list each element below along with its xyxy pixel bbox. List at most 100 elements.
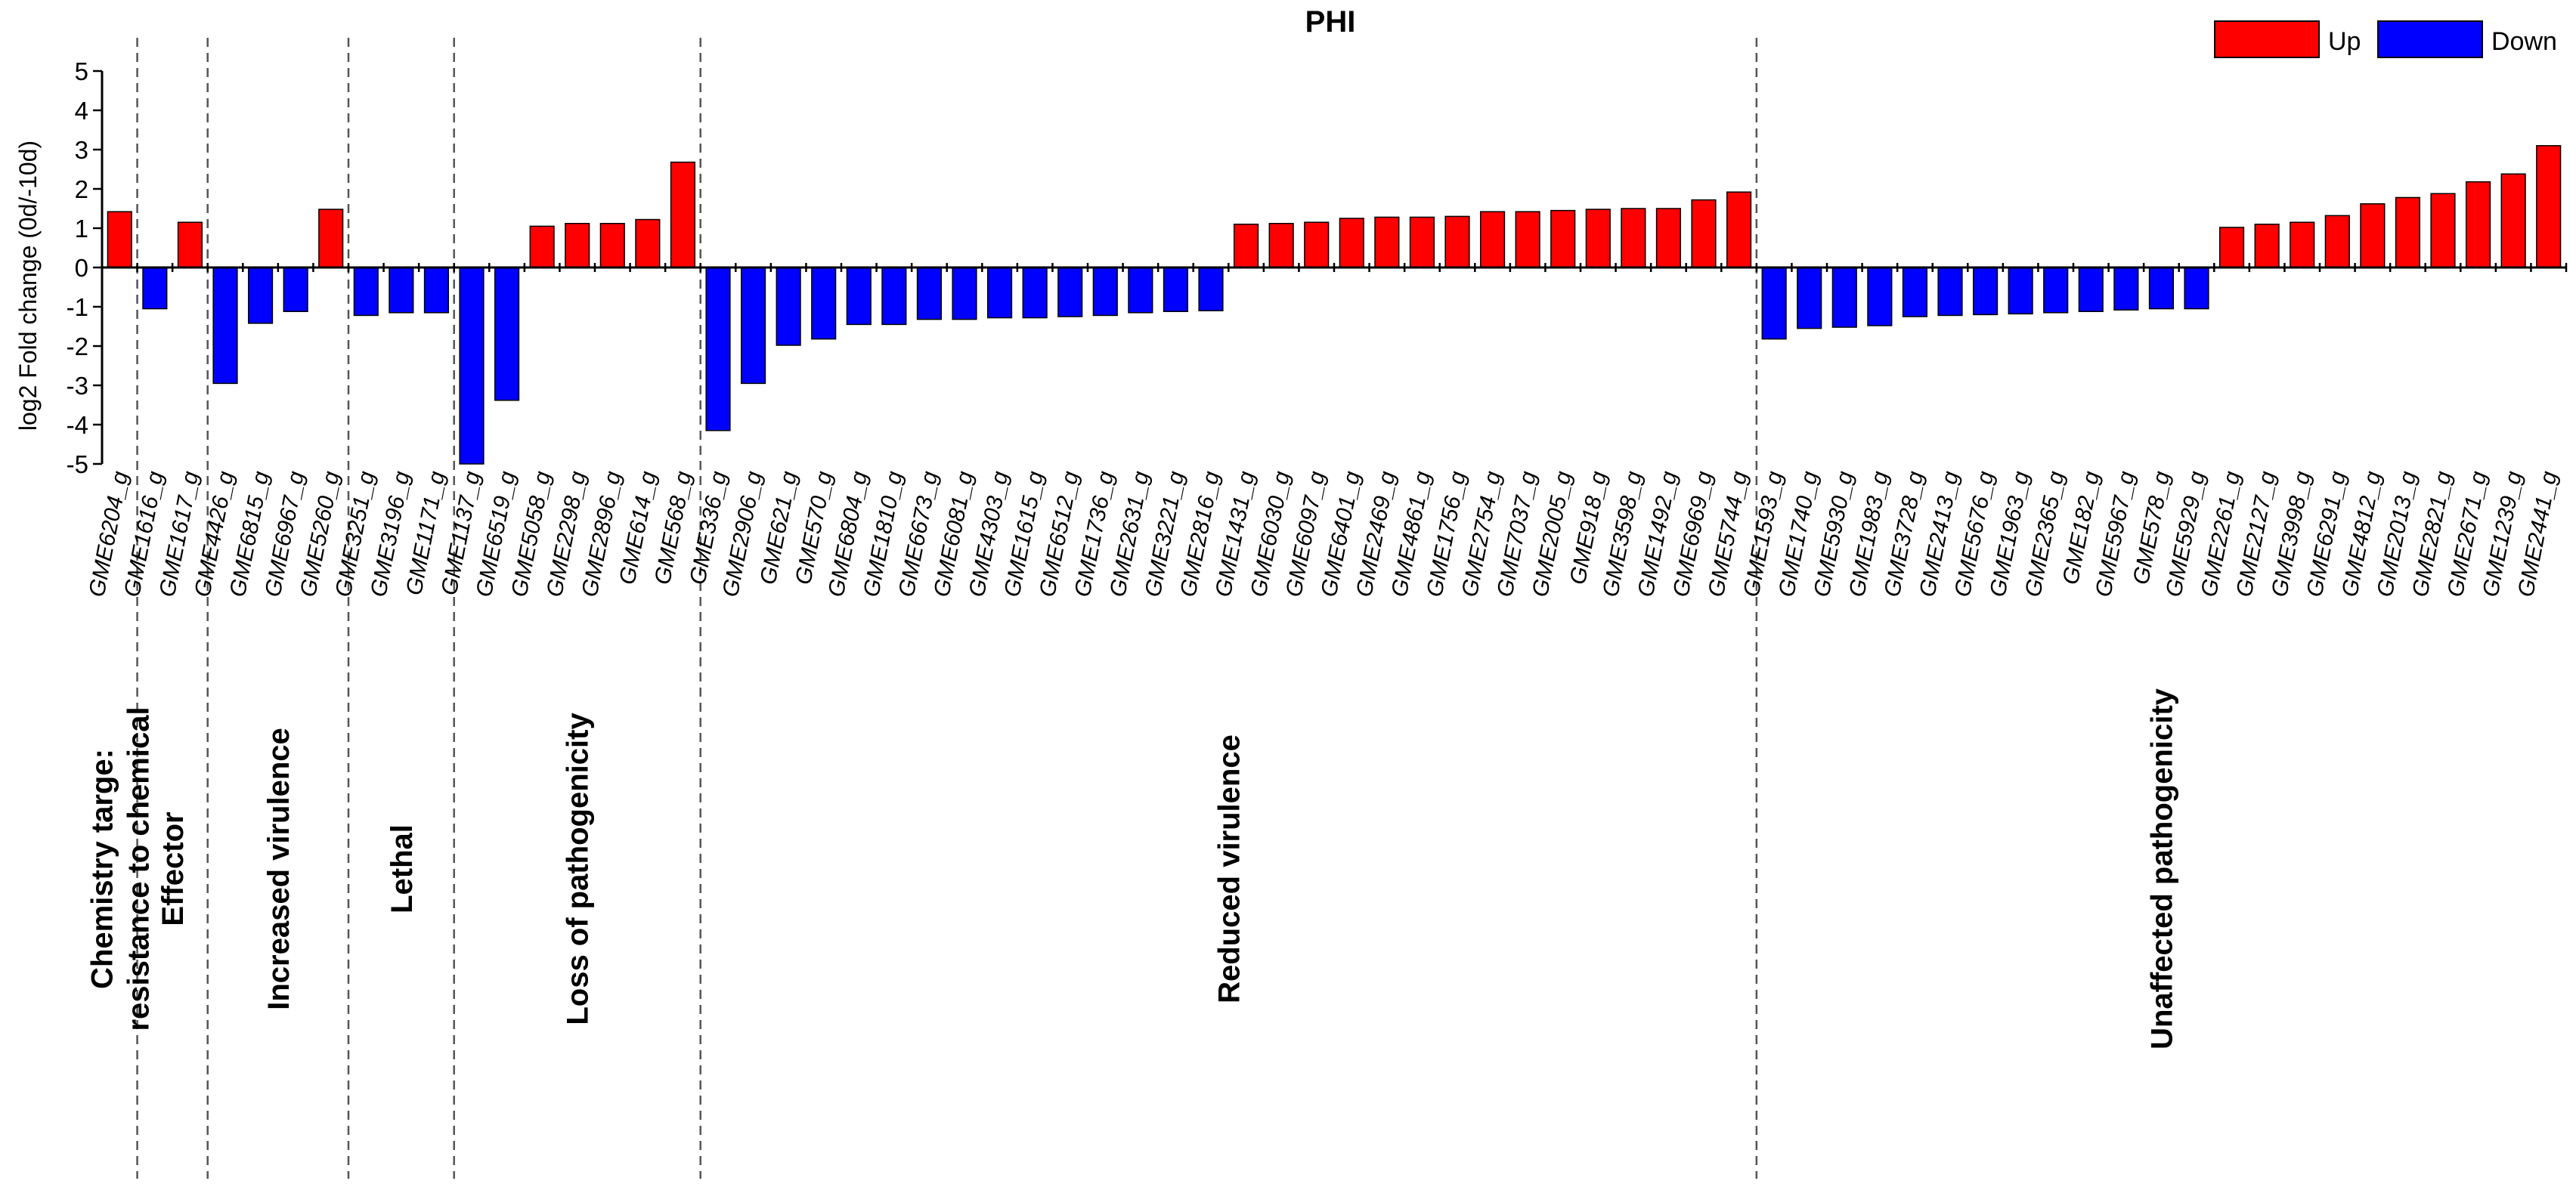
bar-GME570_g [811, 267, 837, 340]
x-tick-labels: GME6204_gGME1616_gGME1617_gGME4426_gGME6… [85, 469, 2562, 599]
bar-GME1736_g [1092, 267, 1118, 317]
bar-GME5260_g [318, 209, 344, 268]
group-labels: Chemistry targe: resistance to chemical Ef… [85, 688, 2178, 1050]
bar-GME3598_g [1621, 208, 1646, 268]
y-tick-label: -3 [67, 372, 88, 400]
bar-GME1983_g [1867, 267, 1893, 326]
bar-GME6673_g [916, 267, 943, 320]
y-tick-label: 2 [75, 175, 88, 203]
bar-GME1593_g [1761, 267, 1787, 340]
bar-GME1431_g [1233, 224, 1259, 268]
bar-GME5744_g [1726, 191, 1752, 268]
group-label: Lethal [385, 824, 419, 914]
bar-GME1756_g [1444, 215, 1470, 268]
bar-GME918_g [1585, 209, 1611, 268]
bar-GME578_g [2148, 267, 2175, 310]
bar-GME6030_g [1268, 223, 1294, 268]
y-tick-label: -1 [67, 293, 88, 321]
legend: Up Down [2214, 20, 2557, 58]
bar-GME4861_g [1409, 216, 1435, 268]
bar-GME2671_g [2465, 181, 2491, 268]
bar-GME5929_g [2184, 267, 2209, 310]
bar-GME6081_g [952, 267, 977, 320]
bar-GME1963_g [2008, 267, 2033, 315]
y-tick-label: 4 [75, 97, 88, 125]
chart-title: PHI [1305, 5, 1356, 39]
bar-GME1239_g [2500, 173, 2526, 268]
bar-GME2413_g [1937, 267, 1963, 317]
bar-GME1810_g [881, 267, 907, 326]
bar-GME2816_g [1198, 267, 1224, 311]
bar-GME6097_g [1304, 221, 1330, 268]
y-tick-label: 3 [75, 136, 88, 164]
bar-GME1740_g [1797, 267, 1822, 329]
bar-GME7037_g [1515, 211, 1540, 268]
bar-GME5967_g [2113, 267, 2139, 311]
group-label: Increased virulence [262, 728, 296, 1010]
y-tick-label: 5 [75, 57, 88, 85]
y-tick-label: -5 [67, 450, 88, 478]
bar-GME2631_g [1128, 267, 1153, 314]
bar-GME3998_g [2290, 221, 2315, 268]
bar-GME2013_g [2395, 196, 2421, 268]
group-label: Loss of pathogenicity [562, 713, 595, 1025]
bar-GME1617_g [177, 221, 203, 268]
y-tick-label: -2 [67, 332, 88, 360]
bar-GME1615_g [1022, 267, 1048, 319]
bar-GME4426_g [212, 267, 238, 385]
bar-GME6401_g [1339, 218, 1364, 268]
y-tick-label: 1 [75, 215, 88, 243]
bar-GME1171_g [423, 267, 450, 314]
bar-GME2906_g [740, 267, 766, 385]
legend-label-up: Up [2328, 27, 2361, 56]
bar-GME6967_g [283, 267, 308, 312]
bar-GME2298_g [565, 223, 590, 268]
bar-GME1616_g [142, 267, 168, 310]
bar-GME2896_g [599, 223, 625, 268]
group-label: Effector [156, 811, 190, 926]
bar-GME3196_g [389, 267, 414, 314]
bar-GME6815_g [247, 267, 274, 324]
bar-GME3728_g [1902, 267, 1928, 317]
bar-GME5676_g [1972, 267, 1999, 316]
bar-GME6519_g [494, 267, 520, 401]
bar-GME2441_g [2536, 145, 2562, 268]
y-tick-label: -4 [67, 411, 88, 439]
bar-GME2365_g [2043, 267, 2069, 314]
group-dividers [136, 38, 1758, 1179]
bar-GME336_g [705, 267, 731, 431]
bar-GME5058_g [529, 225, 555, 268]
axes: 5 4 3 2 1 0 -1 -2 -3 -4 -5 [67, 57, 2568, 478]
bar-GME5930_g [1831, 267, 1857, 328]
bar-GME4812_g [2360, 203, 2386, 268]
bar-GME568_g [670, 161, 696, 268]
bars [107, 145, 2562, 465]
bar-GME2127_g [2254, 224, 2280, 268]
bar-GME3221_g [1163, 267, 1189, 312]
bar-GME2469_g [1374, 216, 1400, 268]
bar-GME621_g [776, 267, 801, 346]
bar-GME2005_g [1550, 209, 1576, 268]
bar-GME3251_g [353, 267, 379, 317]
legend-label-down: Down [2491, 27, 2557, 56]
bar-GME6512_g [1057, 267, 1083, 317]
bar-GME182_g [2078, 267, 2104, 312]
bar-GME4303_g [986, 267, 1013, 319]
group-label: Chemistry targe: [85, 749, 119, 989]
bar-GME6804_g [846, 267, 872, 326]
bar-GME6291_g [2324, 215, 2350, 268]
group-label: Unaffected pathogenicity [2145, 688, 2178, 1050]
legend-swatch-down [2377, 20, 2483, 58]
bar-GME1492_g [1655, 208, 1682, 268]
y-tick-label: 0 [75, 254, 88, 282]
bar-GME614_g [635, 218, 661, 268]
group-label: resistance to chemical [122, 706, 155, 1031]
bar-GME6969_g [1691, 199, 1717, 268]
bar-GME6204_g [107, 211, 132, 268]
bar-GME2821_g [2430, 193, 2456, 268]
group-label: Reduced virulence [1212, 734, 1246, 1003]
bar-GME1137_g [459, 267, 485, 465]
y-axis-label: log2 Fold change (0d/-10d) [14, 141, 42, 431]
bar-GME2261_g [2218, 227, 2245, 268]
